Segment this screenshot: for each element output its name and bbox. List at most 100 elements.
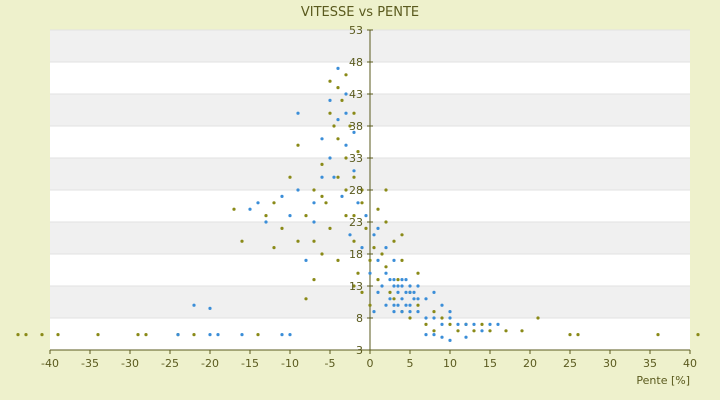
data-point [440,316,444,320]
data-point [456,322,460,326]
data-point [304,214,308,218]
data-point [376,290,380,294]
data-point [376,207,380,211]
data-point [448,338,452,342]
data-point [344,156,348,160]
data-point [456,329,460,333]
data-point [448,316,452,320]
data-point [388,290,392,294]
data-point [256,333,260,337]
data-point [176,333,180,337]
data-point [340,98,344,102]
data-point [368,303,372,307]
data-point [332,124,336,128]
data-point [24,333,28,337]
data-point [424,322,428,326]
data-point [208,306,212,310]
data-point [440,322,444,326]
data-point [304,258,308,262]
data-point [424,316,428,320]
data-point [448,310,452,314]
data-point [392,297,396,301]
data-point [392,239,396,243]
data-point [56,333,60,337]
x-tick-label: -5 [325,357,336,370]
data-point [432,329,436,333]
data-point [488,322,492,326]
data-point [328,98,332,102]
x-tick-label: -15 [241,357,259,370]
data-point [416,297,420,301]
data-point [348,233,352,237]
data-point [432,290,436,294]
data-point [216,333,220,337]
data-point [536,316,540,320]
data-point [320,137,324,141]
data-point [520,329,524,333]
data-point [240,239,244,243]
y-tick-label: 53 [349,24,363,37]
data-point [312,239,316,243]
data-point [312,201,316,205]
data-point [400,284,404,288]
data-point [396,278,400,282]
data-point [340,194,344,198]
data-point [424,297,428,301]
data-point [364,226,368,230]
data-point [384,303,388,307]
data-point [272,201,276,205]
data-point [504,329,508,333]
data-point [392,278,396,282]
data-point [384,265,388,269]
data-point [396,284,400,288]
data-point [412,290,416,294]
data-point [136,333,140,337]
y-tick-label: 3 [356,344,363,357]
data-point [472,329,476,333]
x-tick-label: 5 [407,357,414,370]
data-point [352,111,356,115]
data-point [352,239,356,243]
data-point [408,303,412,307]
data-point [296,188,300,192]
data-point [372,246,376,250]
x-tick-label: 15 [483,357,497,370]
x-tick-label: -25 [161,357,179,370]
data-point [404,290,408,294]
data-point [328,156,332,160]
data-point [232,207,236,211]
y-tick-label: 28 [349,184,363,197]
data-point [192,333,196,337]
data-point [336,258,340,262]
data-point [400,310,404,314]
data-point [400,233,404,237]
data-point [352,130,356,134]
data-point [440,303,444,307]
data-point [320,175,324,179]
data-point [416,310,420,314]
data-point [488,329,492,333]
data-point [380,252,384,256]
data-point [364,214,368,218]
data-point [296,143,300,147]
data-point [360,246,364,250]
data-point [480,322,484,326]
data-point [312,278,316,282]
data-point [412,297,416,301]
data-point [280,226,284,230]
data-point [272,246,276,250]
data-point [388,278,392,282]
data-point [336,66,340,70]
data-point [372,310,376,314]
data-point [376,226,380,230]
data-point [408,284,412,288]
data-point [432,316,436,320]
data-point [296,111,300,115]
data-point [288,214,292,218]
data-point [480,329,484,333]
data-point [416,271,420,275]
data-point [384,246,388,250]
data-point [16,333,20,337]
data-point [352,214,356,218]
